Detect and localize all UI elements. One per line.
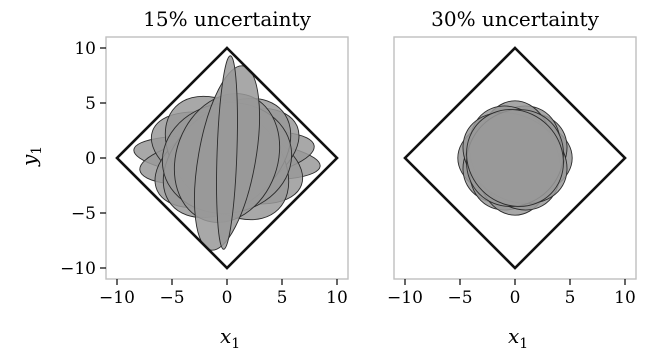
x-tick-label: −10 bbox=[99, 288, 135, 308]
y-axis-label: y1 bbox=[17, 146, 45, 167]
y-axis-ticks: −10 −5 0 5 10 bbox=[60, 39, 106, 279]
panel-title: 15% uncertainty bbox=[143, 7, 311, 31]
ellipse-group bbox=[457, 100, 573, 216]
uncertainty-ellipse bbox=[216, 55, 238, 250]
uncertainty-ellipse bbox=[466, 109, 564, 207]
x-tick-label: 0 bbox=[222, 288, 233, 308]
y-tick-label: 5 bbox=[85, 94, 96, 114]
diamond-outline bbox=[403, 46, 627, 270]
y-tick-label: 0 bbox=[85, 149, 96, 169]
x-tick-label: 0 bbox=[510, 288, 521, 308]
y-tick-label: −10 bbox=[60, 259, 96, 279]
x-axis-ticks: −10 −5 0 5 10 bbox=[387, 279, 636, 308]
x-tick-label: −5 bbox=[159, 288, 184, 308]
x-axis-ticks: −10 −5 0 5 10 bbox=[99, 279, 348, 308]
x-tick-label: −5 bbox=[447, 288, 472, 308]
ellipse-group bbox=[133, 55, 321, 251]
x-tick-label: 10 bbox=[326, 288, 348, 308]
panel-30-uncertainty: 30% uncertainty −10 −5 0 5 10 x1 bbox=[387, 7, 637, 352]
x-tick-label: 10 bbox=[614, 288, 636, 308]
x-tick-label: 5 bbox=[277, 288, 288, 308]
y-tick-label: 10 bbox=[74, 39, 96, 59]
y-tick-label: −5 bbox=[71, 204, 96, 224]
x-axis-label: x1 bbox=[508, 324, 528, 352]
diamond-outline bbox=[115, 46, 339, 270]
panel-title: 30% uncertainty bbox=[431, 7, 599, 31]
x-tick-label: 5 bbox=[565, 288, 576, 308]
x-axis-label: x1 bbox=[220, 324, 240, 352]
panel-15-uncertainty: 15% uncertainty −10 −5 0 5 10 −10 −5 0 5 10 x1 y… bbox=[17, 7, 349, 352]
x-tick-label: −10 bbox=[387, 288, 423, 308]
